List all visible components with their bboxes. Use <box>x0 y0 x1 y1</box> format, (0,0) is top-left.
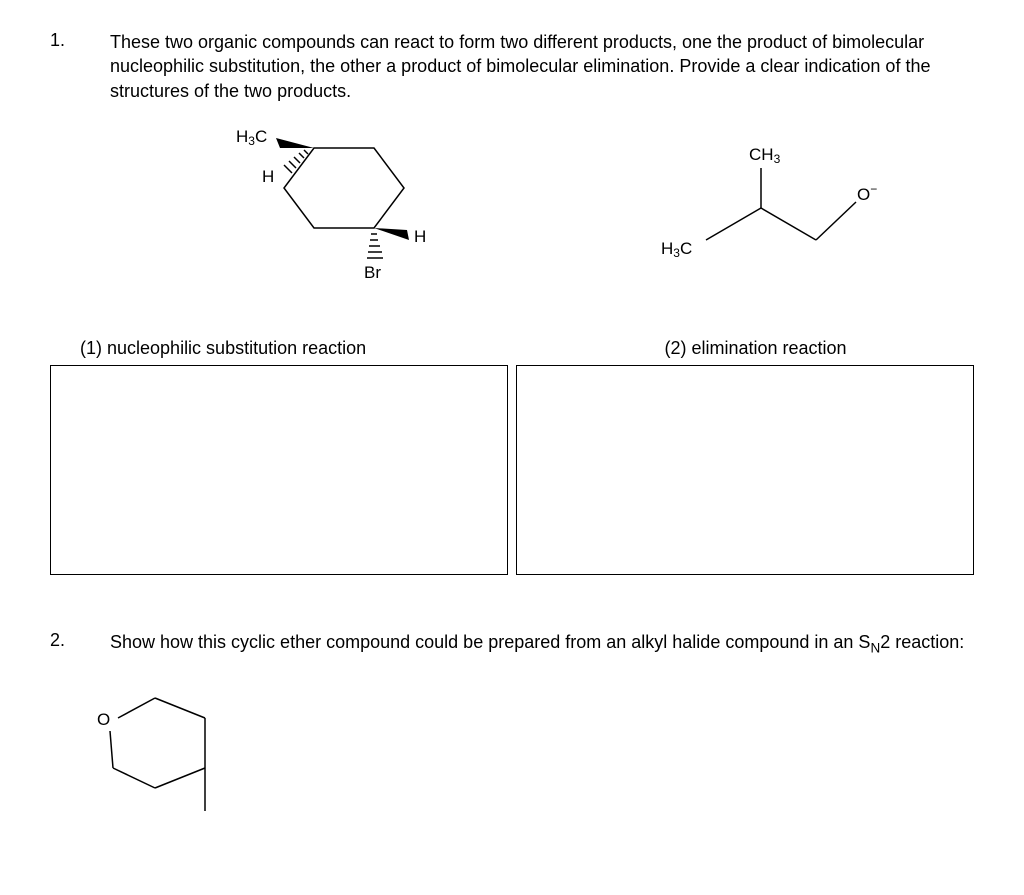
question-1-number: 1. <box>50 30 110 103</box>
label-h-right: H <box>414 227 426 246</box>
structure-1-cyclohexyl-bromide: H3C H H Br <box>204 128 464 308</box>
q2-text-sub: N <box>870 640 880 655</box>
answer-labels-row: (1) nucleophilic substitution reaction (… <box>50 338 974 359</box>
structure-3-cyclic-ether: O <box>50 683 974 818</box>
label-o-ring: O <box>97 710 110 729</box>
label-h3c-top: H3C <box>236 128 267 148</box>
label-br: Br <box>364 263 381 282</box>
answer-box-1[interactable] <box>50 365 508 575</box>
structures-row: H3C H H Br CH3 H3C O− <box>50 128 974 308</box>
answer-label-2: (2) elimination reaction <box>517 338 974 359</box>
question-1: 1. These two organic compounds can react… <box>50 30 974 103</box>
question-2: 2. Show how this cyclic ether compound c… <box>50 630 974 658</box>
question-2-text: Show how this cyclic ether compound coul… <box>110 630 974 658</box>
question-2-number: 2. <box>50 630 110 658</box>
question-1-text: These two organic compounds can react to… <box>110 30 974 103</box>
label-h3c-left: H3C <box>661 239 692 260</box>
label-o-minus: O− <box>857 182 877 204</box>
label-ch3-top: CH3 <box>749 145 781 166</box>
label-h-left: H <box>262 167 274 186</box>
structure-2-isopropoxide: CH3 H3C O− <box>651 128 881 288</box>
answer-boxes-row <box>50 365 974 575</box>
answer-section: (1) nucleophilic substitution reaction (… <box>50 338 974 575</box>
q2-text-pre: Show how this cyclic ether compound coul… <box>110 632 870 652</box>
answer-box-2[interactable] <box>516 365 974 575</box>
q2-text-post: 2 reaction: <box>880 632 964 652</box>
answer-label-1: (1) nucleophilic substitution reaction <box>50 338 517 359</box>
